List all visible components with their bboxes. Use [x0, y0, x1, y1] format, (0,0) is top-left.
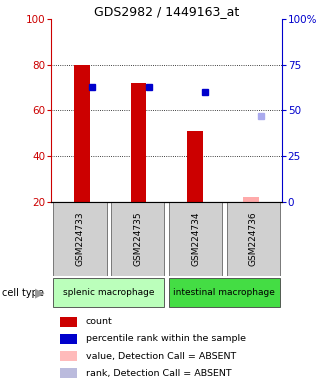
Text: count: count — [86, 318, 113, 326]
Text: splenic macrophage: splenic macrophage — [63, 288, 155, 297]
Bar — [243, 197, 259, 202]
Text: ▶: ▶ — [35, 286, 44, 299]
Text: GSM224735: GSM224735 — [133, 212, 142, 266]
FancyBboxPatch shape — [169, 202, 222, 276]
Bar — [60, 334, 77, 344]
Bar — [74, 65, 90, 202]
Bar — [60, 351, 77, 361]
Text: GSM224736: GSM224736 — [249, 212, 258, 266]
Title: GDS2982 / 1449163_at: GDS2982 / 1449163_at — [94, 5, 239, 18]
Bar — [60, 317, 77, 326]
FancyBboxPatch shape — [111, 202, 164, 276]
FancyBboxPatch shape — [53, 278, 164, 308]
FancyBboxPatch shape — [53, 202, 107, 276]
Text: GSM224734: GSM224734 — [191, 212, 200, 266]
FancyBboxPatch shape — [227, 202, 280, 276]
Bar — [131, 83, 147, 202]
Text: intestinal macrophage: intestinal macrophage — [174, 288, 275, 297]
Bar — [60, 368, 77, 378]
Text: percentile rank within the sample: percentile rank within the sample — [86, 334, 246, 343]
FancyBboxPatch shape — [169, 278, 280, 308]
Text: GSM224733: GSM224733 — [76, 212, 84, 266]
Bar — [187, 131, 203, 202]
Text: value, Detection Call = ABSENT: value, Detection Call = ABSENT — [86, 351, 236, 361]
Text: cell type: cell type — [2, 288, 44, 298]
Text: rank, Detection Call = ABSENT: rank, Detection Call = ABSENT — [86, 369, 231, 377]
